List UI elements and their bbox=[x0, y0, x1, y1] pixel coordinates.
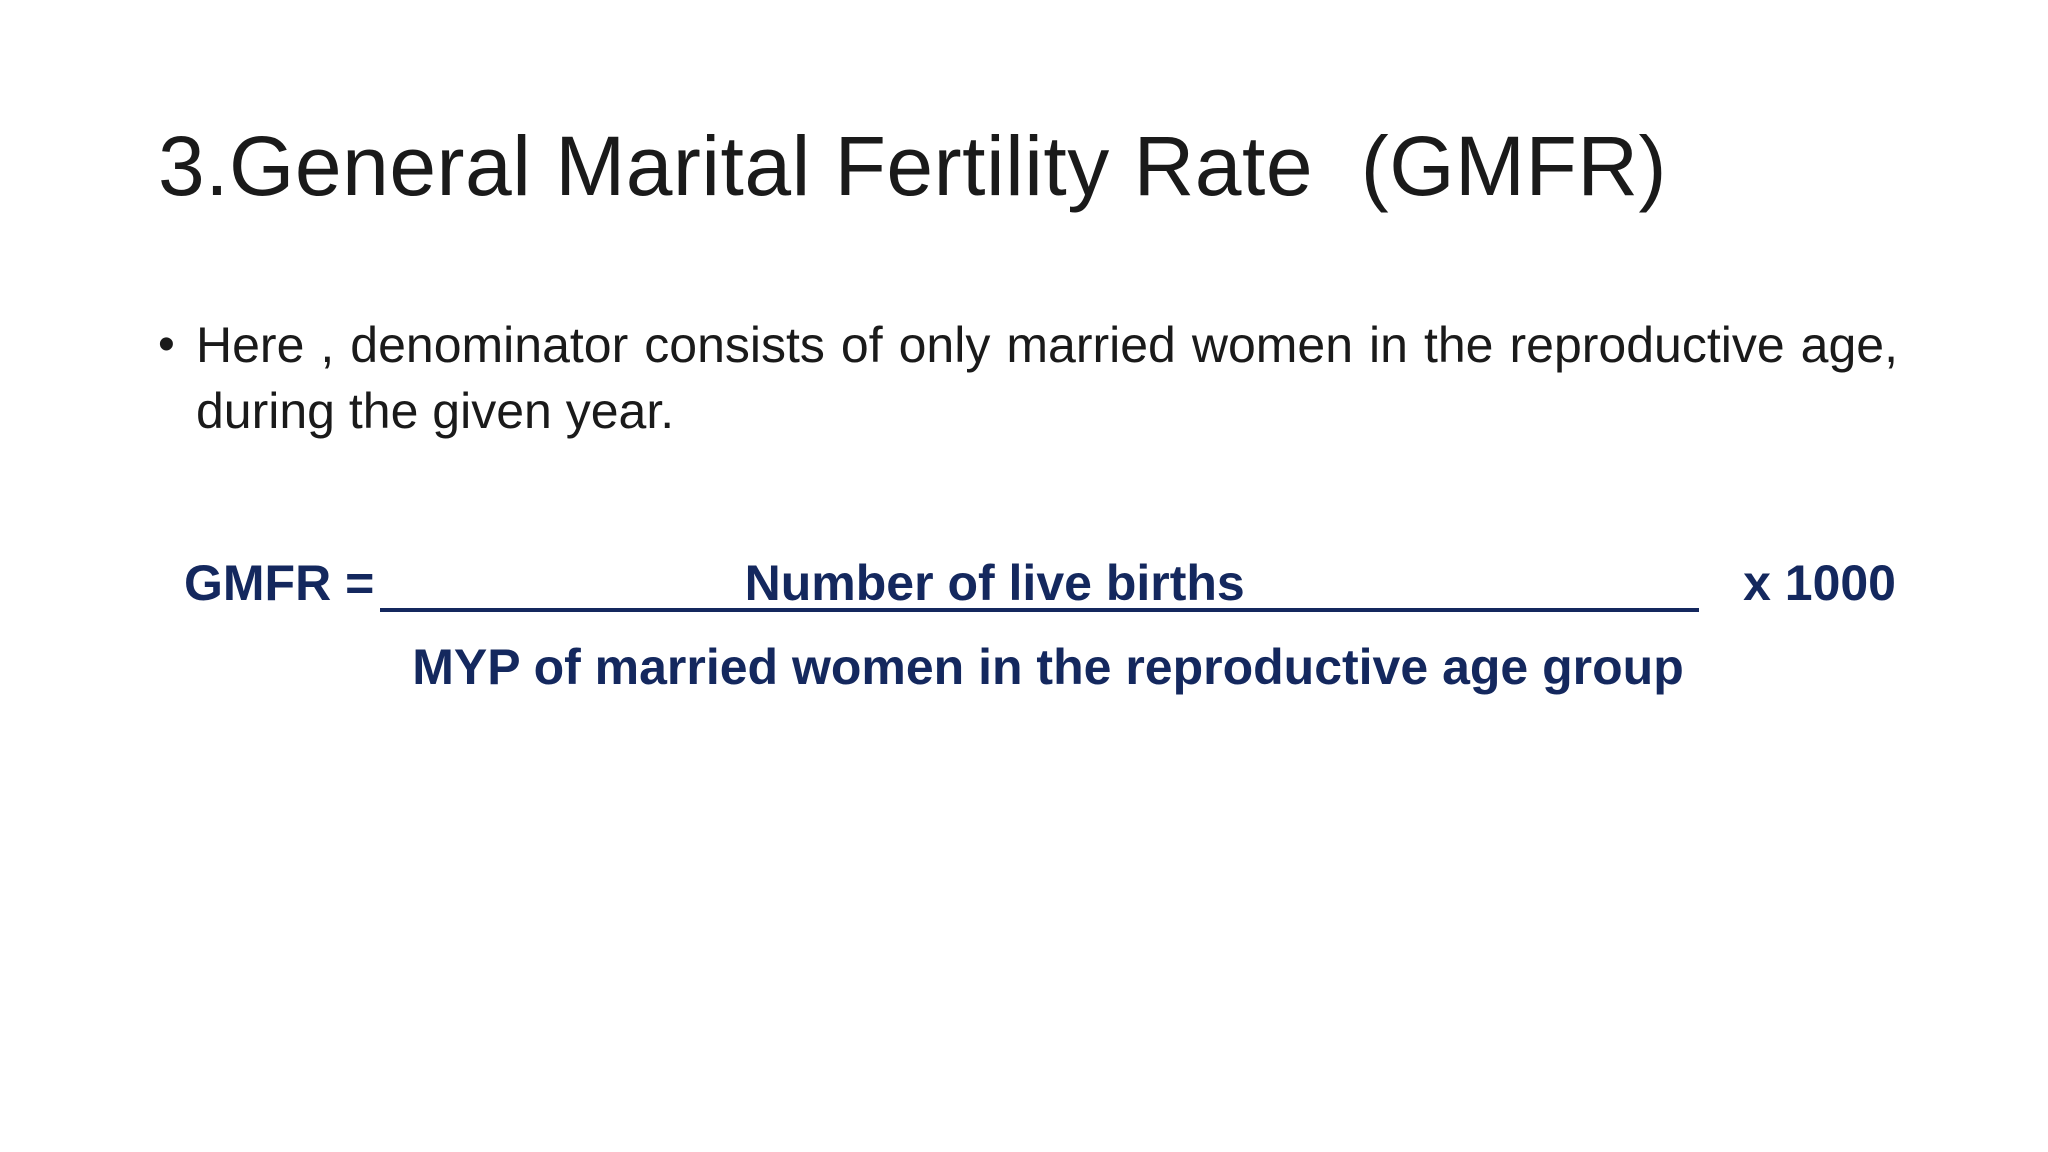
formula-numerator: Number of live births bbox=[744, 555, 1245, 611]
formula-label: GMFR = bbox=[184, 555, 375, 611]
bullet-marker: • bbox=[158, 318, 175, 371]
fraction-bar: Number of live births bbox=[380, 548, 1699, 618]
bullet-list-item: • Here , denominator consists of only ma… bbox=[158, 312, 1898, 444]
slide-title: 3.General Marital Fertility Rate (GMFR) bbox=[158, 119, 1667, 213]
formula-multiplier: x 1000 bbox=[1743, 555, 1896, 611]
bullet-text: Here , denominator consists of only marr… bbox=[196, 317, 1898, 439]
formula-denominator: MYP of married women in the reproductive… bbox=[412, 639, 1684, 695]
formula-numerator-line: GMFR = Number of live births x 1000 bbox=[184, 548, 1896, 618]
